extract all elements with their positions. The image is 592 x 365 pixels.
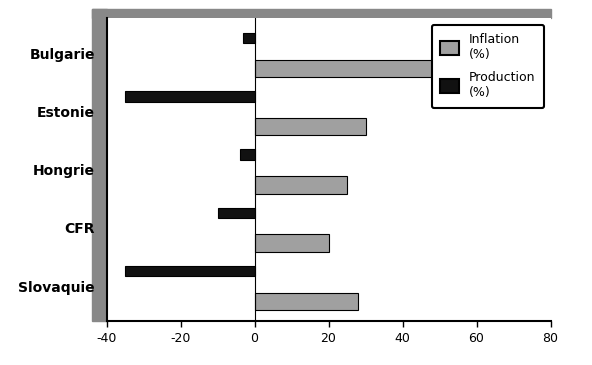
- Bar: [218, 208, 255, 218]
- Legend: Inflation
(%), Production
(%): Inflation (%), Production (%): [432, 24, 544, 108]
- Bar: [255, 293, 358, 310]
- Bar: [243, 33, 255, 43]
- Bar: [255, 59, 495, 77]
- Bar: [125, 266, 255, 276]
- Bar: [255, 234, 329, 252]
- Bar: [255, 118, 365, 135]
- Bar: [125, 91, 255, 101]
- Bar: [240, 149, 255, 160]
- Bar: [255, 176, 347, 193]
